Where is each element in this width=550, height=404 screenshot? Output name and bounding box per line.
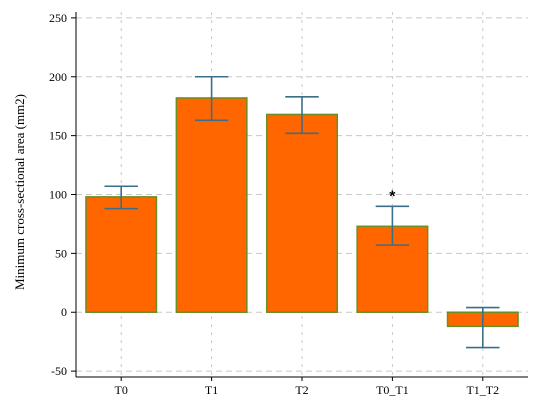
- x-tick-label: T0: [115, 383, 128, 397]
- y-tick-label: 150: [49, 129, 67, 143]
- bar-T0: [85, 196, 158, 313]
- annotations: *: [389, 188, 396, 205]
- y-axis-label: Minimum cross-sectional area (mm2): [12, 94, 27, 290]
- error-bars: [104, 75, 500, 349]
- x-tick-label: T1_T2: [466, 383, 499, 397]
- significance-marker: *: [389, 188, 396, 205]
- bars: [85, 97, 519, 328]
- y-tick-label: 50: [55, 246, 67, 260]
- x-tick-label: T0_T1: [376, 383, 409, 397]
- bar-T1: [175, 97, 248, 313]
- y-tick-label: 100: [49, 188, 67, 202]
- y-tick-label: 0: [61, 305, 67, 319]
- x-tick-label: T1: [205, 383, 218, 397]
- x-tick-label: T2: [295, 383, 308, 397]
- axes: -50 0 50 100 150 200 250 T0 T1 T2 T0_T1 T1_T2: [49, 11, 528, 397]
- y-tick-label: -50: [51, 364, 67, 378]
- bar-T2: [265, 113, 339, 313]
- y-tick-label: 250: [49, 11, 67, 25]
- y-tick-label: 200: [49, 70, 67, 84]
